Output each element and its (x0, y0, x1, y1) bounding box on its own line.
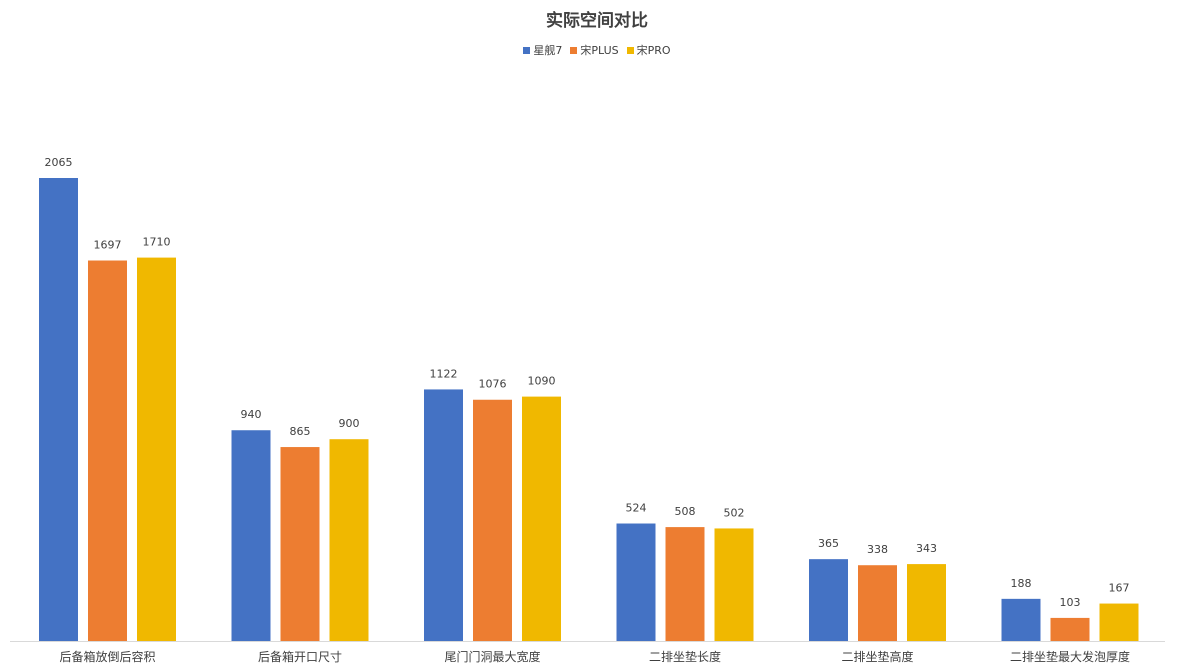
legend-swatch (523, 46, 531, 54)
x-tick-label: 后备箱放倒后容积 (59, 649, 155, 664)
bar (231, 430, 271, 641)
data-label: 338 (867, 543, 888, 556)
bar (329, 439, 369, 641)
data-label: 1710 (143, 236, 171, 249)
data-label: 188 (1011, 577, 1032, 590)
legend-swatch (570, 46, 578, 54)
bar (1001, 598, 1041, 641)
x-tick-label: 二排坐垫最大发泡厚度 (1010, 649, 1130, 664)
legend-swatch (626, 46, 634, 54)
data-label: 2065 (45, 156, 73, 169)
data-label: 502 (724, 506, 745, 519)
data-label: 900 (339, 417, 360, 430)
bar (907, 564, 946, 641)
legend-label: 宋PRO (636, 44, 671, 57)
x-tick-label: 后备箱开口尺寸 (258, 649, 342, 664)
data-label: 365 (818, 537, 839, 550)
data-label: 940 (241, 408, 262, 421)
bar (137, 257, 176, 641)
legend-item: 宋PRO (626, 42, 671, 58)
bar (280, 447, 320, 641)
data-label: 865 (290, 425, 311, 438)
x-tick-label: 二排坐垫长度 (649, 649, 721, 664)
data-label: 524 (626, 502, 647, 515)
bar (473, 399, 512, 641)
legend-label: 宋PLUS (580, 44, 619, 57)
data-label: 1697 (94, 239, 122, 252)
bar (522, 396, 561, 641)
data-label: 103 (1060, 596, 1081, 609)
bar (714, 528, 754, 641)
x-tick-label: 尾门门洞最大宽度 (444, 649, 540, 664)
bar (424, 389, 463, 641)
bar (809, 559, 848, 641)
bar (858, 565, 897, 641)
data-label: 343 (916, 542, 937, 555)
legend: 星舰7 宋PLUS 宋PRO (0, 42, 1194, 58)
bar (39, 178, 78, 641)
data-label: 1122 (430, 367, 458, 380)
data-label: 167 (1109, 582, 1130, 595)
legend-item: 宋PLUS (570, 42, 619, 58)
bar (1050, 617, 1090, 641)
legend-label: 星舰7 (533, 44, 563, 57)
data-label: 1076 (479, 378, 507, 391)
bar (88, 260, 127, 641)
data-label: 1090 (528, 375, 556, 388)
bar (665, 527, 705, 641)
chart-title: 实际空间对比 (546, 11, 648, 31)
bar (616, 523, 656, 641)
x-tick-label: 二排坐垫高度 (841, 649, 913, 664)
legend-item: 星舰7 (523, 42, 562, 58)
data-label: 508 (675, 505, 696, 518)
bar (1099, 603, 1139, 641)
